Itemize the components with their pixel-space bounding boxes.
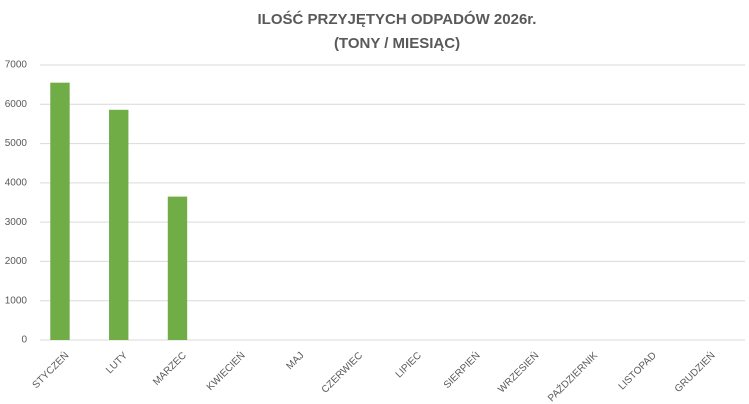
x-tick-label: SIERPIEŃ	[440, 349, 482, 391]
y-tick-label: 6000	[5, 99, 28, 110]
x-tick-label: LUTY	[104, 350, 130, 376]
chart-title: ILOŚĆ PRZYJĘTYCH ODPADÓW 2026r.	[258, 10, 537, 28]
x-tick-label: LIPIEC	[394, 350, 424, 380]
y-tick-label: 4000	[5, 177, 28, 188]
bar	[167, 196, 188, 340]
x-tick-label: WRZESIEŃ	[495, 349, 542, 396]
y-tick-label: 7000	[5, 60, 28, 71]
x-tick-label: MARZEC	[151, 350, 189, 388]
x-tick-label: MAJ	[284, 350, 306, 372]
chart-subtitle: (TONY / MIESIĄC)	[334, 35, 460, 52]
y-tick-label: 3000	[5, 217, 28, 228]
y-tick-label: 2000	[5, 256, 28, 267]
x-tick-label: LISTOPAD	[617, 350, 659, 392]
x-tick-label: STYCZEŃ	[29, 349, 71, 391]
bar	[109, 109, 129, 341]
y-tick-label: 0	[21, 335, 27, 346]
x-tick-label: CZERWIEC	[320, 350, 365, 395]
y-tick-label: 5000	[5, 138, 28, 149]
x-tick-label: PAŹDZIERNIK	[545, 349, 601, 404]
x-tick-label: KWIECIEŃ	[203, 349, 247, 393]
bar	[50, 82, 70, 340]
y-tick-label: 1000	[5, 295, 28, 306]
x-tick-label: GRUDZIEŃ	[671, 349, 717, 395]
